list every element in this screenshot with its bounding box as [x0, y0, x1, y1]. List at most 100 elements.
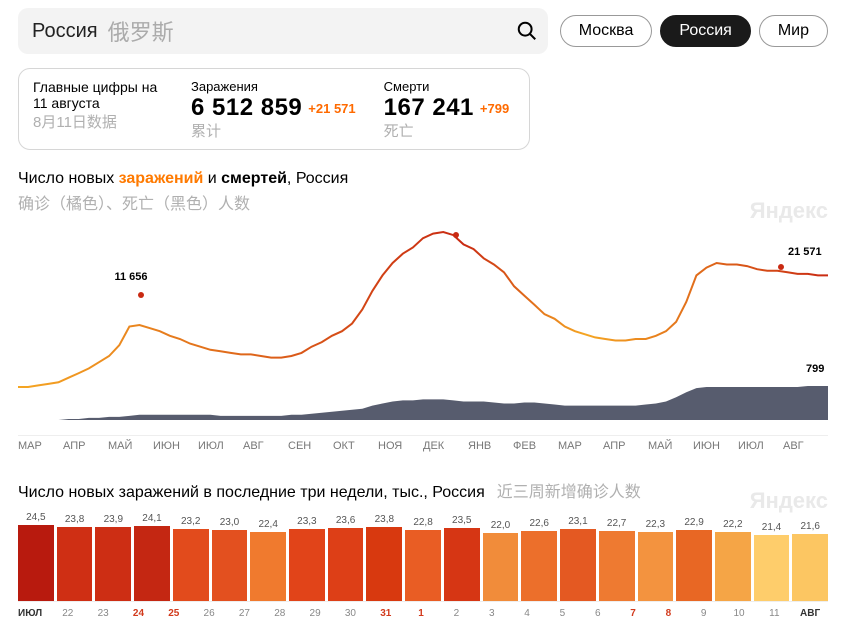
pill-moscow[interactable]: Москва: [560, 15, 653, 47]
bar-cell: 23,0: [212, 517, 248, 601]
bar: [444, 528, 480, 601]
chart1-title-mid: и: [203, 170, 221, 187]
chart1-title: Число новых заражений и смертей, Россия: [18, 170, 828, 188]
bar-value-label: 21,4: [762, 522, 781, 533]
chart1-subtitle-cn: 确诊（橘色）、死亡（黑色）人数: [18, 190, 828, 214]
svg-text:799: 799: [806, 363, 824, 375]
bar: [715, 532, 751, 601]
month-tick: МАЙ: [648, 440, 693, 452]
bar: [676, 530, 712, 601]
month-tick: ФЕВ: [513, 440, 558, 452]
bar-cell: 22,7: [599, 518, 635, 601]
bar-value-label: 23,1: [568, 516, 587, 527]
day-tick: 5: [545, 608, 580, 619]
month-label-end: АВГ: [800, 608, 820, 619]
bar-cell: 22,4: [250, 519, 286, 601]
day-tick: 6: [580, 608, 615, 619]
bar-value-label: 23,9: [104, 514, 123, 525]
chart1-title-pre: Число новых: [18, 170, 119, 187]
bar: [328, 528, 364, 601]
chart1-title-orange: заражений: [119, 170, 204, 187]
month-tick: АПР: [603, 440, 648, 452]
pill-russia[interactable]: Россия: [660, 15, 750, 47]
stats-deaths-col: Смерти 167 241+799 死亡: [384, 79, 510, 141]
bar-cell: 23,9: [95, 514, 131, 601]
bar-value-label: 24,5: [26, 512, 45, 523]
bar-cell: 21,4: [754, 522, 790, 601]
month-tick: МАР: [558, 440, 603, 452]
bar: [212, 530, 248, 601]
bar-value-label: 22,9: [684, 517, 703, 528]
chart1: Яндекс 11 65629 93521 571799 МАРАПРМАЙИЮ…: [18, 220, 828, 452]
search-icon[interactable]: [516, 20, 538, 42]
day-tick: 7: [615, 608, 650, 619]
chart2-title-cn: 近三周新增确诊人数: [497, 478, 641, 502]
cases-value: 6 512 859: [191, 94, 302, 121]
bar-value-label: 22,7: [607, 518, 626, 529]
bar-cell: 23,2: [173, 516, 209, 601]
bar-cell: 23,3: [289, 516, 325, 601]
bar: [521, 531, 557, 601]
month-tick: МАЙ: [108, 440, 153, 452]
month-tick: СЕН: [288, 440, 333, 452]
day-tick: 4: [509, 608, 544, 619]
bar-value-label: 23,6: [336, 515, 355, 526]
bar-value-label: 22,3: [646, 519, 665, 530]
month-tick: АПР: [63, 440, 108, 452]
bar: [366, 527, 402, 601]
month-tick: ИЮЛ: [198, 440, 243, 452]
deaths-delta: +799: [480, 101, 509, 116]
chart1-xaxis: МАРАПРМАЙИЮНИЮЛАВГСЕНОКТНОЯДЕКЯНВФЕВМАРА…: [18, 435, 828, 452]
month-label-start: ИЮЛ: [18, 608, 42, 619]
bar-value-label: 23,8: [375, 514, 394, 525]
svg-text:21 571: 21 571: [788, 246, 822, 258]
month-tick: ЯНВ: [468, 440, 513, 452]
day-tick: 30: [333, 608, 368, 619]
bar-cell: 23,8: [57, 514, 93, 601]
bar-value-label: 23,5: [452, 515, 471, 526]
day-tick: 3: [474, 608, 509, 619]
cases-foot-cn: 累计: [191, 120, 356, 141]
bar-value-label: 22,0: [491, 520, 510, 531]
day-tick: 1: [403, 608, 438, 619]
stats-title-col: Главные цифры на 11 августа 8月11日数据: [33, 79, 163, 141]
day-tick: 2: [439, 608, 474, 619]
search-prefix-label: Россия: [32, 20, 98, 43]
bar: [173, 529, 209, 601]
chart2-title-row: Число новых заражений в последние три не…: [18, 478, 828, 504]
chart2-xaxis: ИЮЛ222324252627282930311234567891011АВГ: [18, 602, 828, 619]
bar-cell: 22,2: [715, 519, 751, 601]
bar-cell: 22,3: [638, 519, 674, 601]
month-tick: ИЮН: [693, 440, 738, 452]
svg-text:29 935: 29 935: [424, 220, 458, 223]
deaths-foot-cn: 死亡: [384, 120, 510, 141]
bar: [289, 529, 325, 601]
day-tick: 8: [651, 608, 686, 619]
bar-cell: 23,1: [560, 516, 596, 601]
bar-value-label: 22,8: [413, 517, 432, 528]
watermark-yandex-2: Яндекс: [750, 488, 828, 514]
bar: [483, 533, 519, 601]
bar: [134, 526, 170, 601]
bar-value-label: 23,8: [65, 514, 84, 525]
chart1-title-post: , Россия: [287, 170, 348, 187]
bar-value-label: 23,2: [181, 516, 200, 527]
bar: [250, 532, 286, 601]
bar: [560, 529, 596, 601]
pill-world[interactable]: Мир: [759, 15, 828, 47]
bar-value-label: 22,6: [529, 518, 548, 529]
bar: [95, 527, 131, 601]
day-tick: 29: [297, 608, 332, 619]
search-box[interactable]: Россия 俄罗斯: [18, 8, 548, 54]
month-tick: ИЮЛ: [738, 440, 783, 452]
bar-cell: 23,6: [328, 515, 364, 601]
day-tick: 9: [686, 608, 721, 619]
bar-value-label: 22,4: [258, 519, 277, 530]
month-tick: АВГ: [783, 440, 828, 452]
month-tick: ДЕК: [423, 440, 468, 452]
day-tick: 26: [191, 608, 226, 619]
bar: [754, 535, 790, 601]
bar-cell: 22,8: [405, 517, 441, 601]
cases-delta: +21 571: [308, 101, 355, 116]
bar: [18, 525, 54, 601]
